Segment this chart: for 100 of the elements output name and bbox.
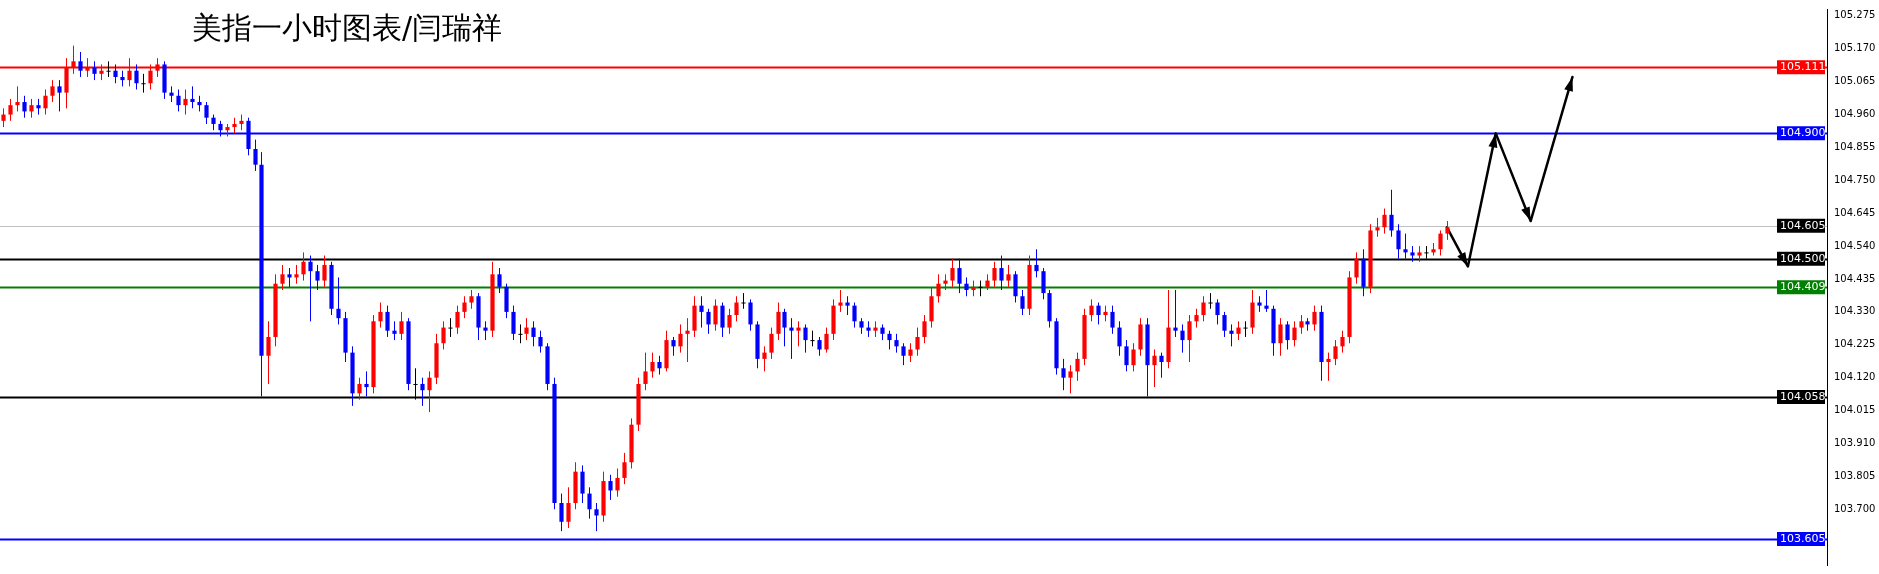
candlestick [1438,229,1443,257]
candlestick [1201,295,1206,322]
candlestick [706,308,711,335]
candlestick [497,267,502,294]
candlestick [1403,233,1408,260]
candlestick [1382,208,1387,235]
candlestick [908,342,913,363]
y-tick-label: 104.330 [1834,305,1876,317]
candlestick [615,468,620,498]
y-tick-label: 104.225 [1834,338,1876,350]
y-tick-label: 103.700 [1834,502,1876,514]
candlestick [29,98,34,119]
candlestick [1354,251,1359,285]
y-tick-label: 104.015 [1834,404,1876,416]
candlestick [50,79,55,103]
candlestick [852,302,857,329]
candlestick [1,107,6,128]
candlestick [650,352,655,379]
candlestick [1075,352,1080,382]
candlestick [8,98,13,122]
candlestick [1152,348,1157,388]
candlestick [1333,339,1338,366]
y-tick-label: 104.855 [1834,141,1876,153]
candlestick [671,336,676,357]
candlestick [796,320,801,347]
ref-line-label: 104.409 [1780,280,1826,294]
candlestick [1068,364,1073,394]
candlestick [1264,289,1269,313]
chart-title: 美指一小时图表/闫瑞祥 [192,9,503,47]
candlestick [950,258,955,288]
candlestick [1445,220,1450,241]
candlestick [92,60,97,81]
ref-line-label: 104.058 [1780,389,1826,403]
y-tick-label: 103.805 [1834,469,1876,481]
candlestick [782,308,787,347]
y-tick-label: 104.645 [1834,206,1876,218]
candlestick [1096,302,1101,325]
candlestick [1041,267,1046,300]
candlestick [713,298,718,332]
candlestick [141,73,146,94]
candlestick [1299,314,1304,335]
candlestick [294,264,299,285]
candlestick [176,89,181,112]
candlestick [915,327,920,357]
candlestick [378,302,383,329]
y-tick-label: 104.960 [1834,108,1876,120]
candlestick [1013,270,1018,304]
ref-line-label: 104.605 [1780,218,1826,232]
candlestick [455,305,460,335]
candlestick [1340,330,1345,354]
candlestick [1229,323,1234,347]
candlestick [789,317,794,360]
candlestick [385,305,390,338]
candlestick [427,370,432,413]
candlestick [399,311,404,341]
candlestick [448,317,453,338]
candlestick [106,60,111,78]
candlestick [483,320,488,341]
candlestick [1312,305,1317,332]
candlestick [762,345,767,372]
candlestick [1020,289,1025,316]
candlestick [964,276,969,297]
candlestick [1110,305,1115,335]
candlestick [894,333,899,354]
candlestick [15,85,20,112]
candlestick [308,255,313,322]
candlestick [1089,298,1094,322]
candlestick [1131,342,1136,372]
candlestick [608,474,613,501]
candlestick [1194,308,1199,329]
ref-line-label: 104.500 [1780,251,1826,265]
candlestick [1375,217,1380,238]
candlestick [580,464,585,504]
candlestick [657,355,662,376]
candlestick [901,342,906,366]
candlestick [1389,189,1394,238]
y-tick-label: 104.435 [1834,272,1876,284]
candlestick [518,323,523,344]
candlestick [357,377,362,401]
candlestick [559,493,564,532]
candlestick [936,273,941,304]
candlestick [1222,311,1227,338]
candlestick [748,298,753,332]
ref-line-label: 103.605 [1780,531,1826,545]
candlestick [817,336,822,357]
candlestick [538,330,543,354]
ref-line-label: 105.111 [1780,60,1826,74]
y-tick-label: 105.065 [1834,75,1876,87]
candlestick [999,255,1004,291]
candlestick [1006,264,1011,288]
candlestick [566,486,571,529]
candlestick [643,352,648,391]
candlestick [1061,358,1066,391]
candlestick [887,330,892,350]
candlestick [824,327,829,354]
candlestick [441,320,446,350]
candlestick [511,305,516,341]
candlestick [253,139,258,172]
candlestick [1159,352,1164,379]
candlestick [587,486,592,520]
